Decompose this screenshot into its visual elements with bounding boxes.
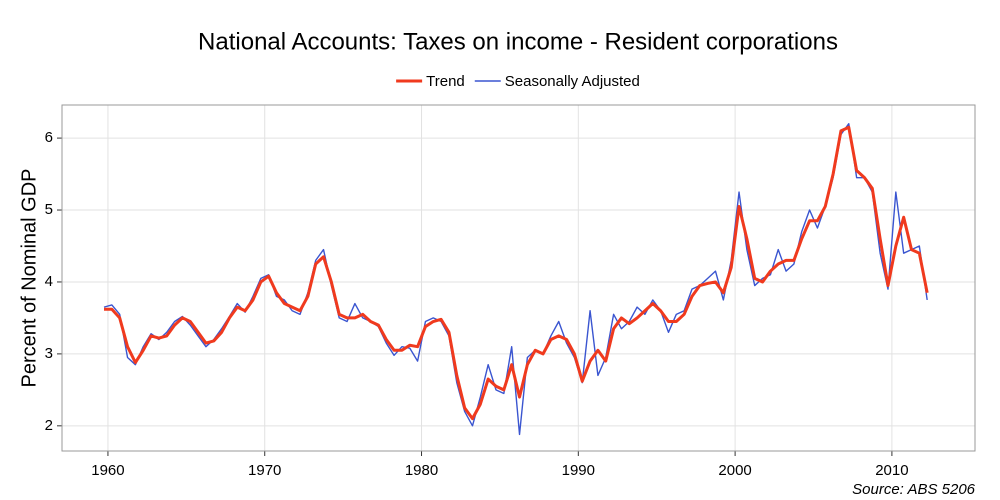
y-tick-label: 3 [45,345,53,362]
y-tick-label: 6 [45,129,53,146]
y-axis-label: Percent of Nominal GDP [18,169,40,388]
series-line [104,125,929,421]
chart-title: National Accounts: Taxes on income - Res… [198,28,838,55]
legend: Trend Seasonally Adjusted [396,73,640,90]
x-tick-label: 1970 [248,462,281,479]
plot-frame [61,104,976,452]
legend-item: Seasonally Adjusted [474,73,640,90]
legend-label: Trend [426,73,465,90]
y-tick-label: 4 [45,273,53,290]
x-tick-label: 2000 [718,462,751,479]
y-tick-label: 5 [45,201,53,218]
legend-item: Trend [396,73,465,90]
x-tick-label: 1980 [405,462,438,479]
x-tick-label: 2010 [875,462,908,479]
source-note: Source: ABS 5206 [852,481,976,498]
y-tick-label: 2 [45,417,53,434]
legend-label: Seasonally Adjusted [505,73,640,90]
x-tick-label: 1960 [91,462,124,479]
x-tick-label: 1990 [562,462,595,479]
